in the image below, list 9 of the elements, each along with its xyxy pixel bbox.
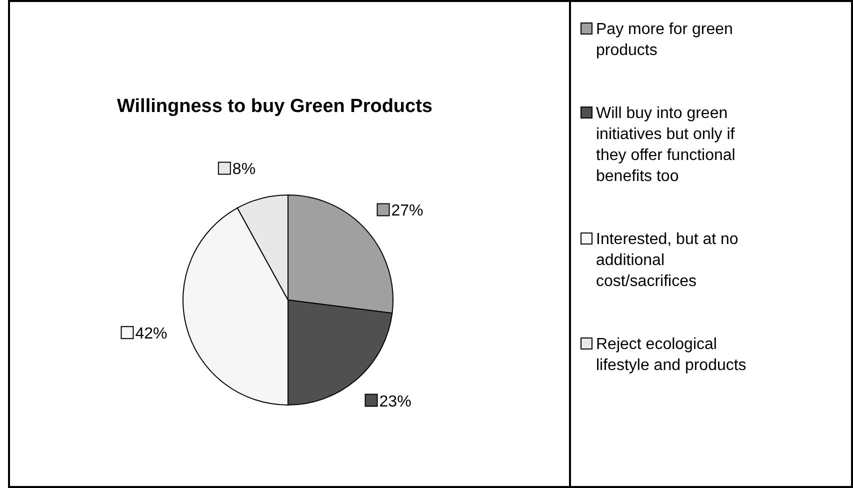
- data-label: 8%: [232, 161, 256, 178]
- legend-label: Pay more for green products: [596, 21, 733, 59]
- legend-label: Will buy into green initiatives but only if they offer functional benefits too: [596, 105, 736, 185]
- data-label: 23%: [379, 393, 412, 410]
- data-label: 42%: [135, 326, 168, 343]
- legend-label: Interested, but at no additional cost/sacrifices: [596, 231, 738, 290]
- text: Willingness to buy Green Products: [117, 96, 432, 117]
- legend-label: Reject ecological lifestyle and products: [596, 336, 746, 374]
- data-label: 27%: [391, 202, 424, 220]
